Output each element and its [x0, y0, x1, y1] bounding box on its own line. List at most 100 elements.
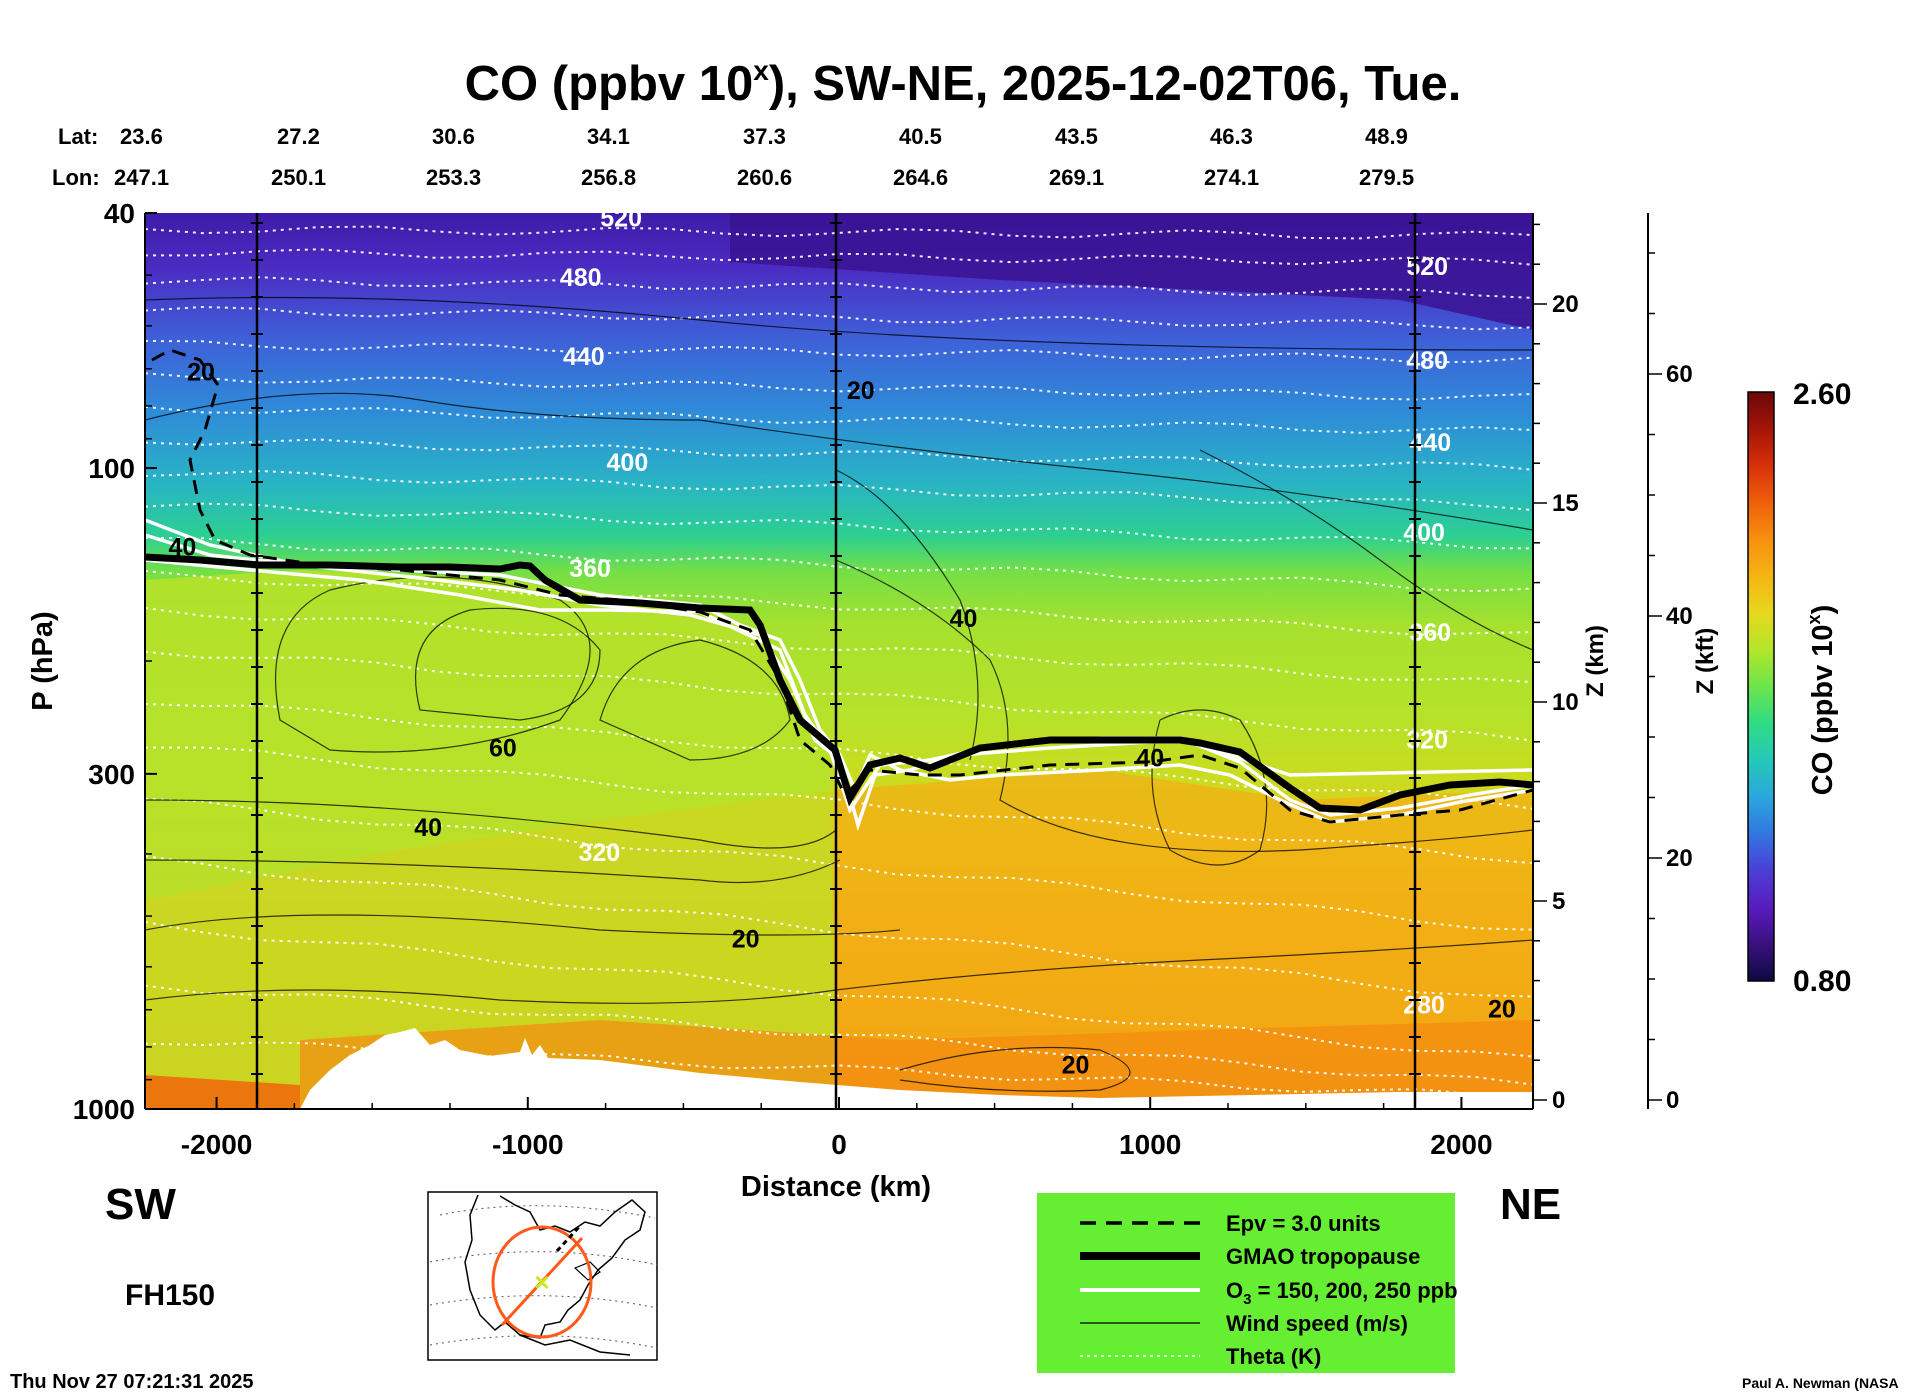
lon-value-8: 279.5	[1359, 165, 1414, 190]
wind-label-8: 20	[1062, 1051, 1090, 1079]
wind-label-7: 20	[732, 926, 760, 954]
z-km-tick-4: 20	[1552, 291, 1579, 318]
x-tick-0: -2000	[181, 1129, 253, 1160]
lat-value-4: 37.3	[743, 124, 786, 149]
lat-value-7: 46.3	[1210, 124, 1253, 149]
wind-speed-labels: 20 40 20 40 60 40 40 20 20 20	[168, 358, 1515, 1079]
wind-label-4: 60	[489, 735, 517, 763]
lat-value-2: 30.6	[432, 124, 475, 149]
y-axis-label: P (hPa)	[27, 611, 59, 710]
lon-value-5: 264.6	[893, 165, 948, 190]
legend-label-wind: Wind speed (m/s)	[1226, 1311, 1408, 1336]
x-tick-4: 2000	[1430, 1129, 1492, 1160]
theta-label-10: 360	[1409, 619, 1451, 647]
y-tick-3: 40	[104, 198, 135, 229]
inset-section-line-dark	[555, 1224, 582, 1253]
o3-contour-200	[145, 533, 1533, 831]
inset-section-line	[500, 1236, 584, 1327]
gmao-tropopause	[145, 553, 1533, 814]
wind-label-5: 40	[414, 814, 442, 842]
lon-value-7: 274.1	[1204, 165, 1259, 190]
inset-coastline	[464, 1194, 646, 1339]
z-kft-axis: 0 20 40 60	[1647, 213, 1693, 1114]
wind-label-1: 40	[168, 534, 196, 562]
theta-label-3: 400	[607, 449, 649, 477]
wind-label-3: 40	[950, 605, 978, 633]
colorbar-title-sup: x	[1804, 614, 1824, 624]
lat-lon-row: 23.6 27.2 30.6 34.1 37.3 40.5 43.5 46.3 48.9 247.…	[114, 124, 1414, 190]
title-main: CO (ppbv 10	[465, 57, 754, 111]
terrain	[300, 1028, 1533, 1109]
title-sup: x	[753, 55, 769, 86]
colorbar-title-main: CO (ppbv 10	[1807, 624, 1839, 795]
inset-gulf	[519, 1334, 631, 1356]
pressure-axis: 1000 300 100 40	[73, 198, 157, 1125]
lon-value-3: 256.8	[581, 165, 636, 190]
theta-label-5: 320	[579, 839, 621, 867]
lon-label: Lon:	[52, 165, 100, 190]
title-rest: ), SW-NE, 2025-12-02T06, Tue.	[769, 57, 1462, 111]
lat-value-8: 48.9	[1365, 124, 1408, 149]
y-tick-1: 300	[88, 759, 135, 790]
x-tick-2: 0	[831, 1129, 847, 1160]
legend: Epv = 3.0 units GMAO tropopause O3 = 150…	[1037, 1193, 1458, 1373]
chart-title: CO (ppbv 10x), SW-NE, 2025-12-02T06, Tue…	[465, 55, 1462, 111]
inset-range-circle	[491, 1225, 593, 1339]
z-kft-tick-2: 40	[1666, 603, 1693, 630]
theta-label-6: 520	[1406, 253, 1448, 281]
wind-label-9: 20	[1488, 996, 1516, 1024]
wind-label-0: 20	[187, 358, 215, 386]
timestamp: Thu Nov 27 07:21:31 2025	[10, 1371, 253, 1393]
z-km-axis-label: Z (km)	[1582, 625, 1609, 697]
lat-value-0: 23.6	[120, 124, 163, 149]
z-kft-tick-1: 20	[1666, 845, 1693, 872]
lon-value-2: 253.3	[426, 165, 481, 190]
z-km-tick-2: 10	[1552, 689, 1579, 716]
theta-label-4: 360	[569, 555, 611, 583]
theta-label-0: 520	[600, 205, 642, 233]
inset-lakes	[573, 1261, 601, 1281]
y-tick-2: 100	[88, 453, 135, 484]
theta-label-1: 480	[560, 264, 602, 292]
wind-label-2: 20	[847, 377, 875, 405]
vertical-marker-ticks	[251, 222, 1421, 1075]
z-kft-tick-0: 0	[1666, 1087, 1679, 1114]
lat-value-1: 27.2	[277, 124, 320, 149]
legend-o3-o: O	[1226, 1278, 1243, 1303]
colorbar-title-close: )	[1807, 605, 1839, 615]
inset-map: ×	[427, 1191, 658, 1361]
lon-value-4: 260.6	[737, 165, 792, 190]
lat-label: Lat:	[58, 124, 98, 149]
legend-o3-sub: 3	[1243, 1291, 1251, 1308]
inset-center-mark: ×	[534, 1267, 549, 1297]
lon-value-0: 247.1	[114, 165, 169, 190]
colorbar	[1747, 391, 1775, 982]
z-km-tick-3: 15	[1552, 490, 1579, 517]
forecast-hour: FH150	[125, 1279, 215, 1312]
lat-value-5: 40.5	[899, 124, 942, 149]
x-tick-3: 1000	[1119, 1129, 1181, 1160]
lon-value-6: 269.1	[1049, 165, 1104, 190]
lat-value-6: 43.5	[1055, 124, 1098, 149]
z-km-tick-1: 5	[1552, 888, 1565, 915]
theta-label-9: 400	[1403, 519, 1445, 547]
colorbar-min-label: 0.80	[1793, 965, 1851, 998]
legend-label-o3: O3 = 150, 200, 250 ppb	[1226, 1278, 1458, 1308]
z-km-tick-0: 0	[1552, 1087, 1565, 1114]
lon-value-1: 250.1	[271, 165, 326, 190]
author-credit: Paul A. Newman (NASA	[1742, 1375, 1899, 1391]
lat-value-3: 34.1	[587, 124, 630, 149]
epv-contour	[151, 348, 1533, 824]
sw-label: SW	[105, 1180, 176, 1229]
theta-label-2: 440	[563, 343, 605, 371]
theta-label-8: 440	[1409, 429, 1451, 457]
ne-label: NE	[1500, 1180, 1561, 1229]
x-axis-label: Distance (km)	[741, 1171, 931, 1203]
x-tick-1: -1000	[492, 1129, 564, 1160]
distance-axis: -2000 -1000 0 1000 2000	[145, 1097, 1533, 1160]
plot-area: 520480440400360320520480440400360320280 …	[145, 205, 1533, 1109]
theta-label-12: 280	[1403, 992, 1445, 1020]
colorbar-max-label: 2.60	[1793, 378, 1851, 411]
